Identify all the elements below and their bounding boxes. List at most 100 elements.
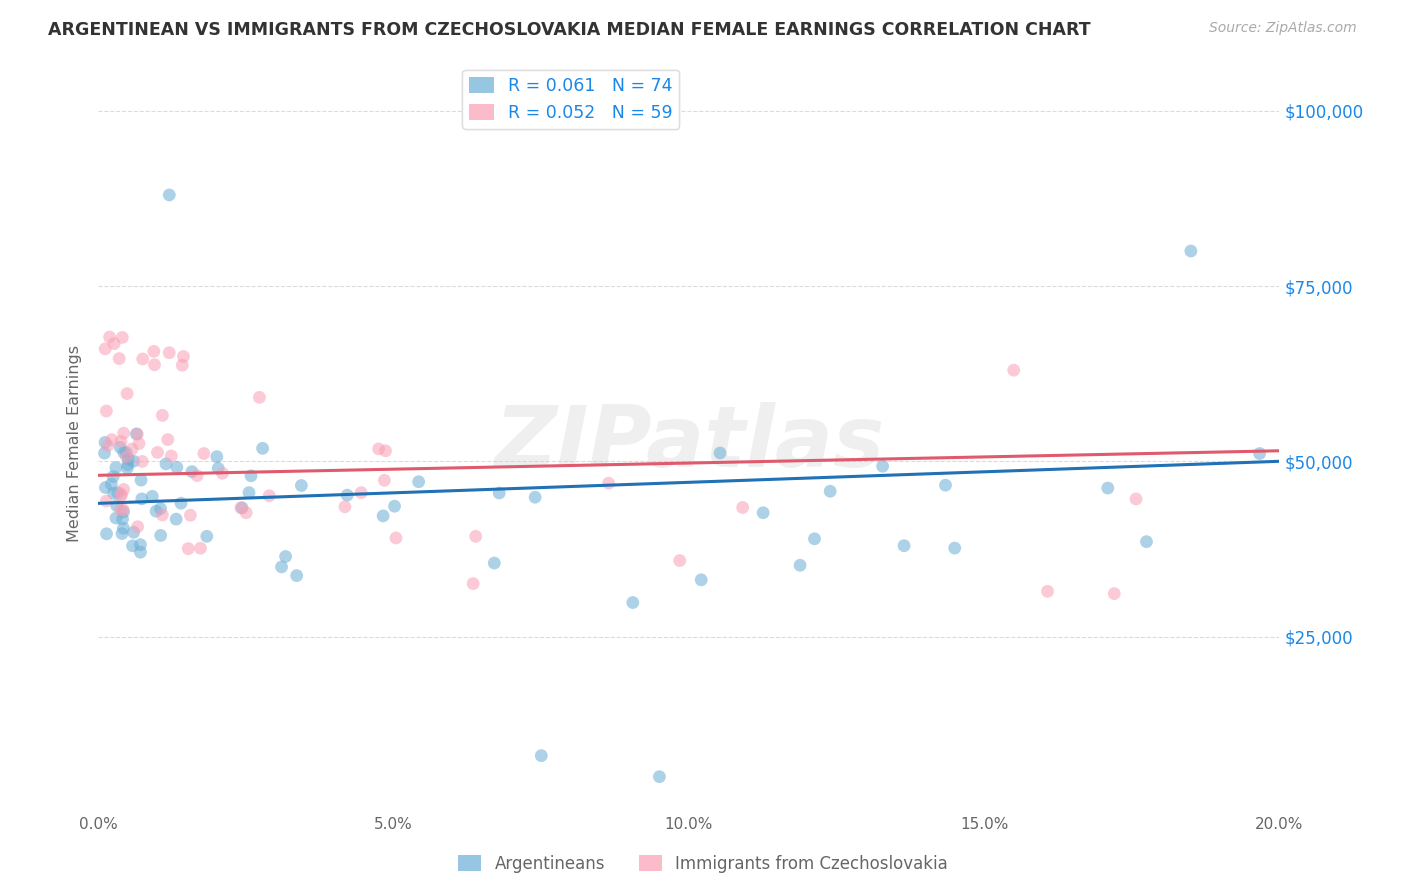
Point xyxy=(179,508,201,523)
Point xyxy=(1036,584,1059,599)
Point xyxy=(934,478,956,492)
Point xyxy=(166,460,188,475)
Point xyxy=(150,409,173,423)
Point xyxy=(94,435,117,450)
Point xyxy=(668,553,690,567)
Point xyxy=(143,358,166,372)
Point xyxy=(149,528,172,542)
Point xyxy=(181,465,204,479)
Point xyxy=(115,445,138,459)
Point xyxy=(690,573,713,587)
Point xyxy=(131,454,153,468)
Point xyxy=(145,504,167,518)
Point xyxy=(108,440,131,454)
Point xyxy=(1249,446,1271,460)
Point xyxy=(229,500,252,515)
Point xyxy=(110,489,132,503)
Point xyxy=(100,477,122,491)
Point xyxy=(110,487,132,501)
Point xyxy=(105,499,128,513)
Point xyxy=(731,500,754,515)
Point xyxy=(274,549,297,564)
Point xyxy=(177,541,200,556)
Point xyxy=(105,511,128,525)
Point xyxy=(1125,491,1147,506)
Point xyxy=(193,446,215,460)
Point xyxy=(156,433,179,447)
Point xyxy=(464,529,486,543)
Point xyxy=(172,350,194,364)
Point xyxy=(943,541,966,555)
Point xyxy=(104,460,127,475)
Point xyxy=(149,501,172,516)
Point xyxy=(374,443,396,458)
Point xyxy=(1097,481,1119,495)
Point xyxy=(385,531,408,545)
Point xyxy=(709,446,731,460)
Legend: Argentineans, Immigrants from Czechoslovakia: Argentineans, Immigrants from Czechoslov… xyxy=(451,848,955,880)
Point xyxy=(112,426,135,441)
Point xyxy=(160,449,183,463)
Point xyxy=(98,330,121,344)
Point xyxy=(132,351,155,366)
Point xyxy=(112,446,135,460)
Point xyxy=(789,558,811,573)
Point xyxy=(128,436,150,450)
Point xyxy=(408,475,430,489)
Point xyxy=(186,468,208,483)
Point xyxy=(103,336,125,351)
Point xyxy=(893,539,915,553)
Point xyxy=(621,596,644,610)
Point xyxy=(117,458,139,472)
Point xyxy=(240,468,263,483)
Point xyxy=(249,390,271,404)
Point xyxy=(94,342,117,356)
Point xyxy=(101,433,124,447)
Text: Source: ZipAtlas.com: Source: ZipAtlas.com xyxy=(1209,21,1357,36)
Point xyxy=(122,454,145,468)
Point xyxy=(818,484,841,499)
Point xyxy=(122,525,145,540)
Y-axis label: Median Female Earnings: Median Female Earnings xyxy=(67,345,83,542)
Point xyxy=(373,473,395,487)
Point xyxy=(129,538,152,552)
Point xyxy=(111,512,134,526)
Point xyxy=(238,485,260,500)
Text: ARGENTINEAN VS IMMIGRANTS FROM CZECHOSLOVAKIA MEDIAN FEMALE EARNINGS CORRELATION: ARGENTINEAN VS IMMIGRANTS FROM CZECHOSLO… xyxy=(48,21,1091,39)
Point xyxy=(125,426,148,441)
Point xyxy=(111,330,134,344)
Point xyxy=(1002,363,1025,377)
Point xyxy=(129,545,152,559)
Point xyxy=(205,450,228,464)
Point xyxy=(121,442,143,456)
Point xyxy=(488,486,510,500)
Point xyxy=(112,502,135,516)
Point xyxy=(190,541,212,556)
Point xyxy=(336,488,359,502)
Point xyxy=(463,576,485,591)
Point xyxy=(371,508,394,523)
Point xyxy=(121,539,143,553)
Point xyxy=(333,500,356,514)
Point xyxy=(384,499,406,513)
Point xyxy=(112,521,135,535)
Point xyxy=(165,512,187,526)
Point xyxy=(110,502,132,516)
Legend: R = 0.061   N = 74, R = 0.052   N = 59: R = 0.061 N = 74, R = 0.052 N = 59 xyxy=(463,70,679,128)
Point xyxy=(157,345,180,359)
Point xyxy=(127,519,149,533)
Point xyxy=(524,490,547,504)
Point xyxy=(110,434,132,449)
Point xyxy=(96,404,118,418)
Text: ZIPatlas: ZIPatlas xyxy=(494,402,884,485)
Point xyxy=(350,485,373,500)
Point xyxy=(112,483,135,497)
Point xyxy=(112,505,135,519)
Point xyxy=(290,478,312,492)
Point xyxy=(96,526,118,541)
Point xyxy=(129,473,152,487)
Point xyxy=(211,467,233,481)
Point xyxy=(803,532,825,546)
Point xyxy=(1135,534,1157,549)
Point xyxy=(752,506,775,520)
